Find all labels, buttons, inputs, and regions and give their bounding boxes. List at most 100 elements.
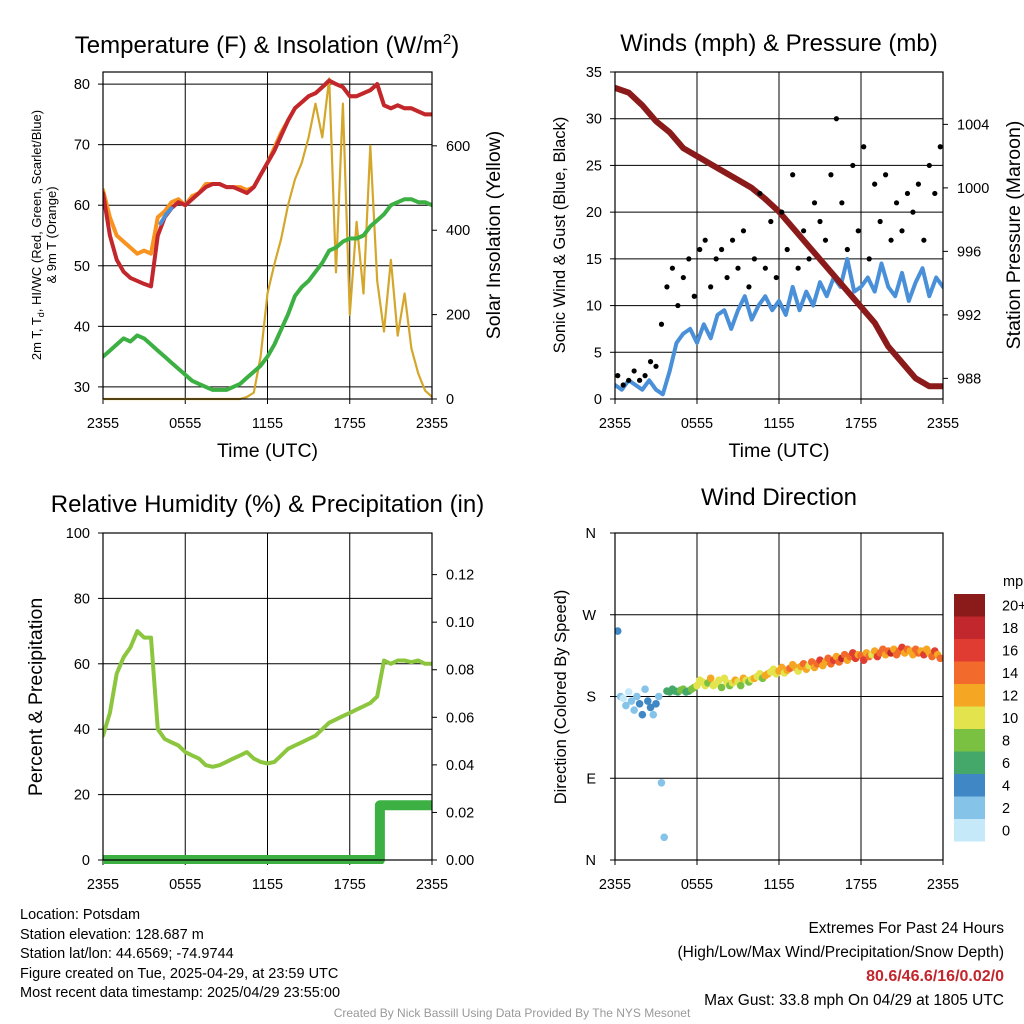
winds-gust-point	[926, 162, 932, 169]
winds-y-tick-label: 15	[586, 252, 602, 268]
wind-direction-legend-swatch	[954, 594, 985, 617]
temperature-title: Temperature (F) & Insolation (W/m2)	[75, 31, 459, 59]
wind-direction-y-tick-label: W	[582, 608, 596, 624]
humidity-y2-tick-label: 0.00	[446, 853, 474, 869]
wind-direction-legend-label: 12	[1002, 688, 1018, 704]
temperature-y2-tick-label: 400	[446, 223, 470, 239]
humidity-x-tick-label: 0555	[169, 877, 201, 893]
winds-y-tick-label: 30	[586, 112, 602, 128]
wind-direction-legend-swatch	[954, 729, 985, 752]
station-location: Location: Potsdam	[20, 907, 141, 923]
temperature-y-axis-label-2: & 9m T (Orange)	[44, 186, 59, 283]
wind-direction-direction-point	[638, 710, 647, 719]
wind-direction-direction-point	[859, 656, 868, 664]
winds-gust-point	[817, 218, 823, 225]
winds-gust-point	[615, 373, 621, 379]
wind-direction-direction-point	[627, 697, 636, 705]
temperature-series-line-4	[103, 197, 432, 392]
winds-gust-point	[762, 265, 768, 271]
wind-direction-legend-swatch	[954, 819, 985, 842]
temperature-y-tick-label: 40	[74, 319, 90, 335]
temperature-y-tick-label: 50	[74, 259, 90, 275]
winds-y-axis-label: Sonic Wind & Gust (Blue, Black)	[551, 117, 569, 354]
humidity-y-tick-label: 0	[82, 853, 90, 869]
winds-gust-point	[757, 190, 763, 197]
wind-direction-direction-point	[646, 703, 655, 712]
winds-gust-point	[719, 246, 725, 253]
winds-gust-point	[713, 256, 719, 262]
winds-gust-point	[790, 172, 796, 178]
extremes-values: 80.6/46.6/16/0.02/0	[866, 968, 1004, 985]
temperature-y2-tick-label: 600	[446, 139, 470, 155]
temperature-y2-tick-label: 0	[446, 392, 454, 408]
humidity-y2-tick-label: 0.10	[446, 615, 474, 631]
winds-x-tick-label: 2355	[927, 416, 959, 432]
winds-x-tick-label: 0555	[681, 416, 713, 432]
winds-gust-point	[626, 377, 632, 383]
winds-gust-point	[675, 302, 681, 309]
winds-gust-point	[746, 284, 752, 290]
winds-y2-tick-label: 1000	[957, 181, 989, 197]
wind-direction-legend-label: 2	[1002, 801, 1010, 817]
winds-gust-point	[779, 209, 785, 215]
temperature-y-tick-label: 60	[74, 198, 90, 214]
winds-y2-tick-label: 992	[957, 308, 981, 324]
extremes-description: (High/Low/Max Wind/Precipitation/Snow De…	[677, 944, 1005, 961]
wind-direction-direction-point	[657, 778, 666, 787]
temperature-plot-area	[103, 77, 432, 401]
winds-y2-tick-label: 996	[957, 244, 981, 260]
winds-gust-point	[801, 228, 807, 234]
winds-gust-point	[697, 246, 703, 253]
wind-direction-legend-unit: mph	[1003, 574, 1024, 590]
wind-direction-legend-label: 0	[1002, 823, 1010, 839]
temperature-x-tick-label: 1755	[334, 416, 366, 432]
humidity-y2-tick-label: 0.12	[446, 568, 474, 584]
station-latlon: Station lat/lon: 44.6569; -74.9744	[20, 946, 234, 962]
wind-direction-legend-swatch	[954, 706, 985, 729]
humidity-plot-frame	[102, 532, 433, 861]
wind-direction-legend-swatch	[954, 639, 985, 662]
winds-series-line-0	[615, 256, 943, 397]
humidity-x-tick-label: 1155	[252, 877, 283, 893]
recent-data-timestamp: Most recent data timestamp: 2025/04/29 2…	[20, 985, 341, 1001]
winds-x-axis-label: Time (UTC)	[728, 440, 829, 462]
winds-gust-point	[904, 190, 911, 197]
humidity-x-tick-label: 2355	[416, 877, 448, 893]
winds-gust-point	[877, 218, 883, 225]
winds-gust-point	[735, 265, 741, 271]
humidity-x-tick-label: 2355	[87, 877, 119, 893]
wind-direction-direction-point	[615, 627, 622, 635]
wind-direction-direction-point	[706, 674, 715, 683]
winds-gust-point	[784, 246, 790, 253]
winds-gust-point	[806, 256, 812, 262]
winds-x-tick-label: 1755	[845, 416, 877, 432]
winds-y-tick-label: 10	[586, 299, 602, 315]
winds-y-tick-label: 0	[594, 392, 602, 408]
winds-y-tick-label: 35	[586, 65, 602, 81]
temperature-y-axis-label: 2m T, Td, HI/WC (Red, Green, Scarlet/Blu…	[29, 110, 46, 360]
winds-x-tick-label: 1155	[763, 416, 794, 432]
winds-gust-point	[833, 116, 840, 122]
winds-gust-point	[653, 363, 659, 369]
wind-direction-plot-area	[615, 627, 943, 842]
winds-y2-tick-label: 988	[957, 371, 981, 387]
temperature-y2-tick-label: 200	[446, 308, 470, 324]
temperature-x-tick-label: 1155	[252, 416, 283, 432]
winds-gust-point	[855, 228, 861, 234]
winds-gust-point	[850, 162, 856, 169]
wind-direction-legend-swatch	[954, 774, 985, 797]
wind-direction-plot-frame	[614, 532, 944, 861]
extremes-title: Extremes For Past 24 Hours	[808, 920, 1004, 937]
winds-plot-area	[615, 84, 943, 397]
wind-direction-direction-point	[736, 681, 745, 690]
temperature-y2-axis-label: Solar Insolation (Yellow)	[483, 131, 505, 339]
winds-plot-frame	[614, 71, 944, 400]
winds-gust-point	[658, 321, 665, 327]
winds-gust-point	[740, 228, 747, 234]
wind-direction-legend-swatch	[954, 751, 985, 774]
temperature-series-line-2	[103, 78, 432, 289]
winds-gust-point	[768, 218, 774, 225]
wind-direction-x-tick-label: 1755	[845, 877, 877, 893]
humidity-y-tick-label: 20	[74, 788, 90, 804]
wind-direction-y-tick-label: E	[586, 771, 596, 787]
